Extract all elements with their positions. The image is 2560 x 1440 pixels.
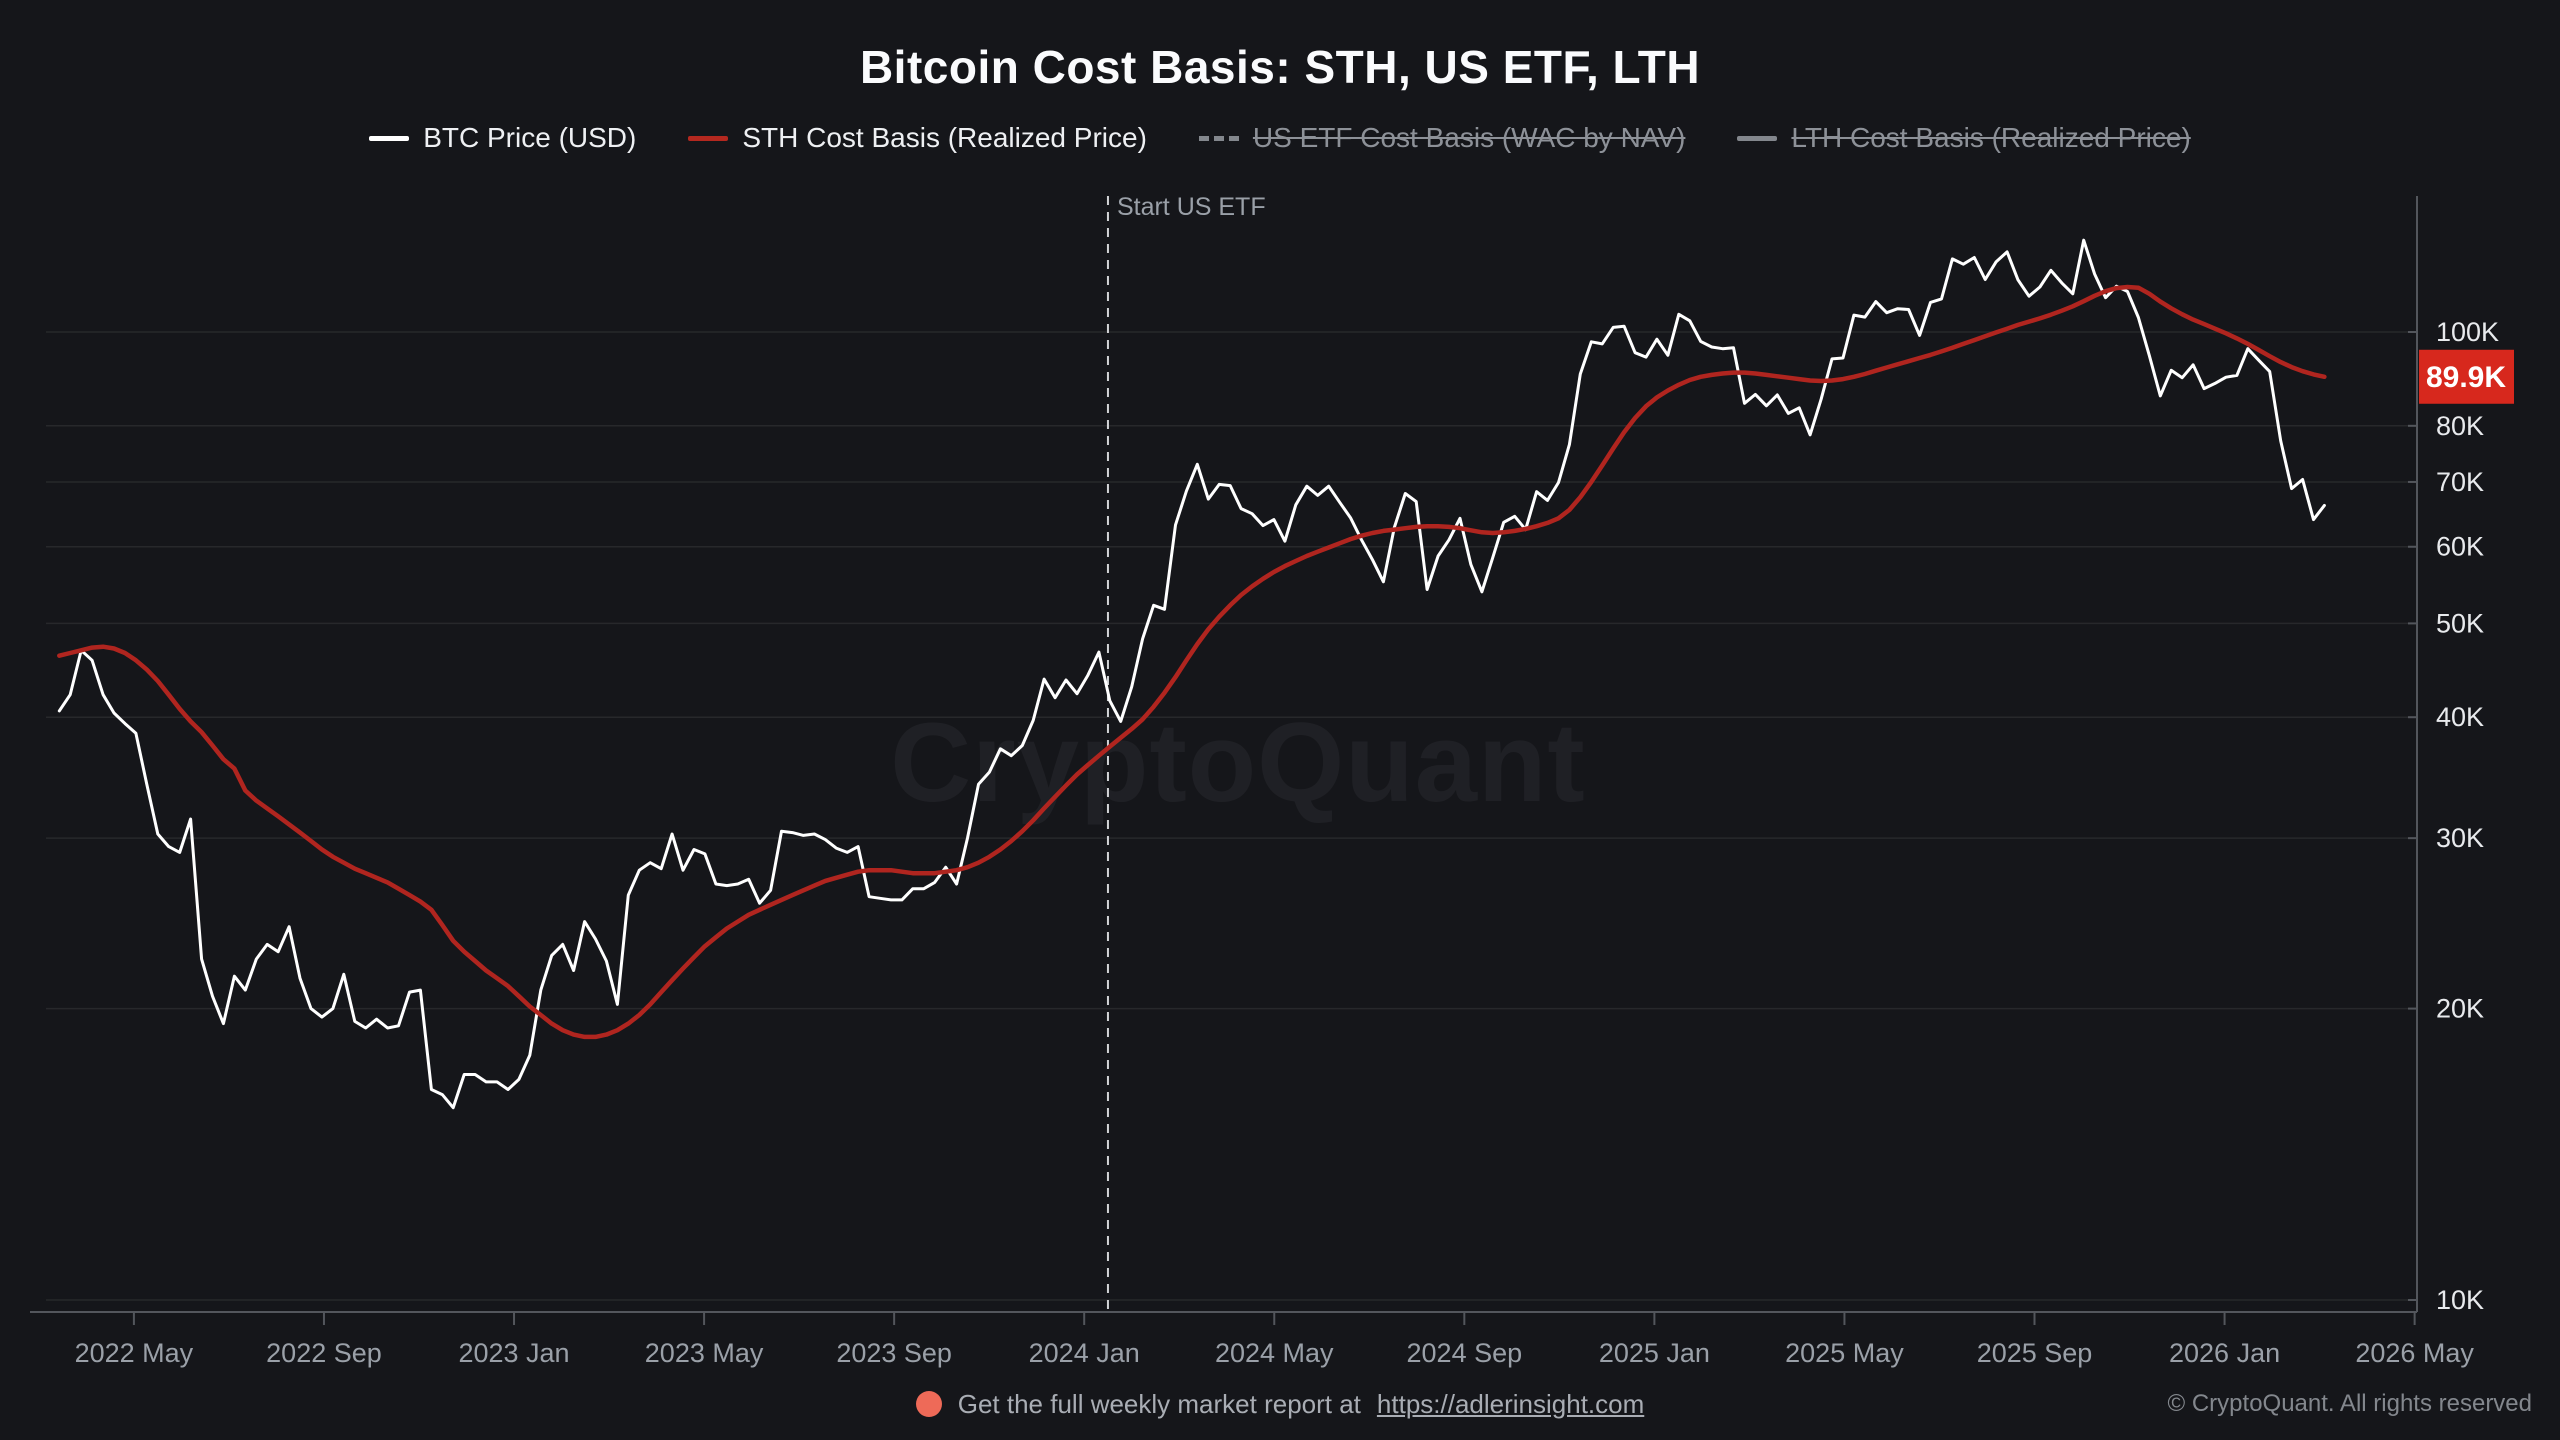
cryptoquant-watermark: CryptoQuant [890,700,1586,825]
legend-label: BTC Price (USD) [423,122,637,153]
y-axis-label: 100K [2436,317,2499,347]
red-dot-icon [915,1391,942,1417]
legend-label: US ETF Cost Basis (WAC by NAV) [1252,122,1686,153]
legend-label: LTH Cost Basis (Realized Price) [1791,122,2191,153]
y-axis-label: 60K [2436,532,2484,562]
current-value-badge [2419,349,2514,404]
x-axis-label: 2025 Jan [1599,1338,1710,1368]
legend: BTC Price (USD) STH Cost Basis (Realized… [0,122,2560,154]
y-axis-label: 70K [2436,467,2484,497]
copyright-text: © CryptoQuant. All rights reserved [2167,1390,2533,1417]
footer-report-banner: Get the full weekly market report at htt… [0,1389,2560,1420]
page-title: Bitcoin Cost Basis: STH, US ETF, LTH [859,41,1701,93]
x-axis-label: 2024 May [1215,1338,1334,1368]
footer: Get the full weekly market report at htt… [0,1378,2560,1430]
btc-price-line [57,238,2326,1110]
etf-start-label: Start US ETF [1117,193,1266,221]
y-axis-label: 40K [2436,702,2484,732]
x-axis-label: 2022 Sep [266,1338,382,1368]
x-axis-label: 2023 Jan [458,1338,569,1368]
x-axis-label: 2025 Sep [1977,1338,2093,1368]
x-axis-label: 2026 Jan [2169,1338,2280,1368]
lth-line-swatch-icon [1737,135,1778,141]
x-axis-label: 2024 Sep [1407,1338,1523,1368]
sth-line-swatch-icon [688,135,729,141]
x-axis-label: 2025 May [1785,1338,1904,1368]
y-axis-label: 10K [2436,1285,2484,1315]
y-axis-label: 30K [2436,823,2484,853]
etf-dashed-swatch-icon [1198,135,1239,141]
report-text: Get the full weekly market report at [957,1388,1361,1419]
legend-item-us-etf-cost-basis[interactable]: US ETF Cost Basis (WAC by NAV) [1198,122,1686,154]
sth-cost-basis-line [57,284,2327,1040]
x-axis-label: 2023 Sep [836,1338,952,1368]
y-axis-label: 50K [2436,608,2484,638]
x-axis-label: 2024 Jan [1029,1338,1140,1368]
legend-item-btc-price[interactable]: BTC Price (USD) [369,122,636,154]
legend-item-lth-cost-basis[interactable]: LTH Cost Basis (Realized Price) [1737,122,2191,154]
x-axis-label: 2023 May [645,1338,764,1368]
report-link[interactable]: https://adlerinsight.com [1376,1388,1645,1419]
y-axis-label: 20K [2436,994,2484,1024]
x-axis-label: 2026 May [2355,1338,2474,1368]
btc-line-swatch-icon [369,135,410,141]
legend-item-sth-cost-basis[interactable]: STH Cost Basis (Realized Price) [688,122,1147,154]
y-axis-label: 80K [2436,411,2484,441]
x-axis-label: 2022 May [75,1338,194,1368]
legend-label: STH Cost Basis (Realized Price) [742,122,1147,153]
current-value-badge-label: 89.9K [2426,361,2506,394]
